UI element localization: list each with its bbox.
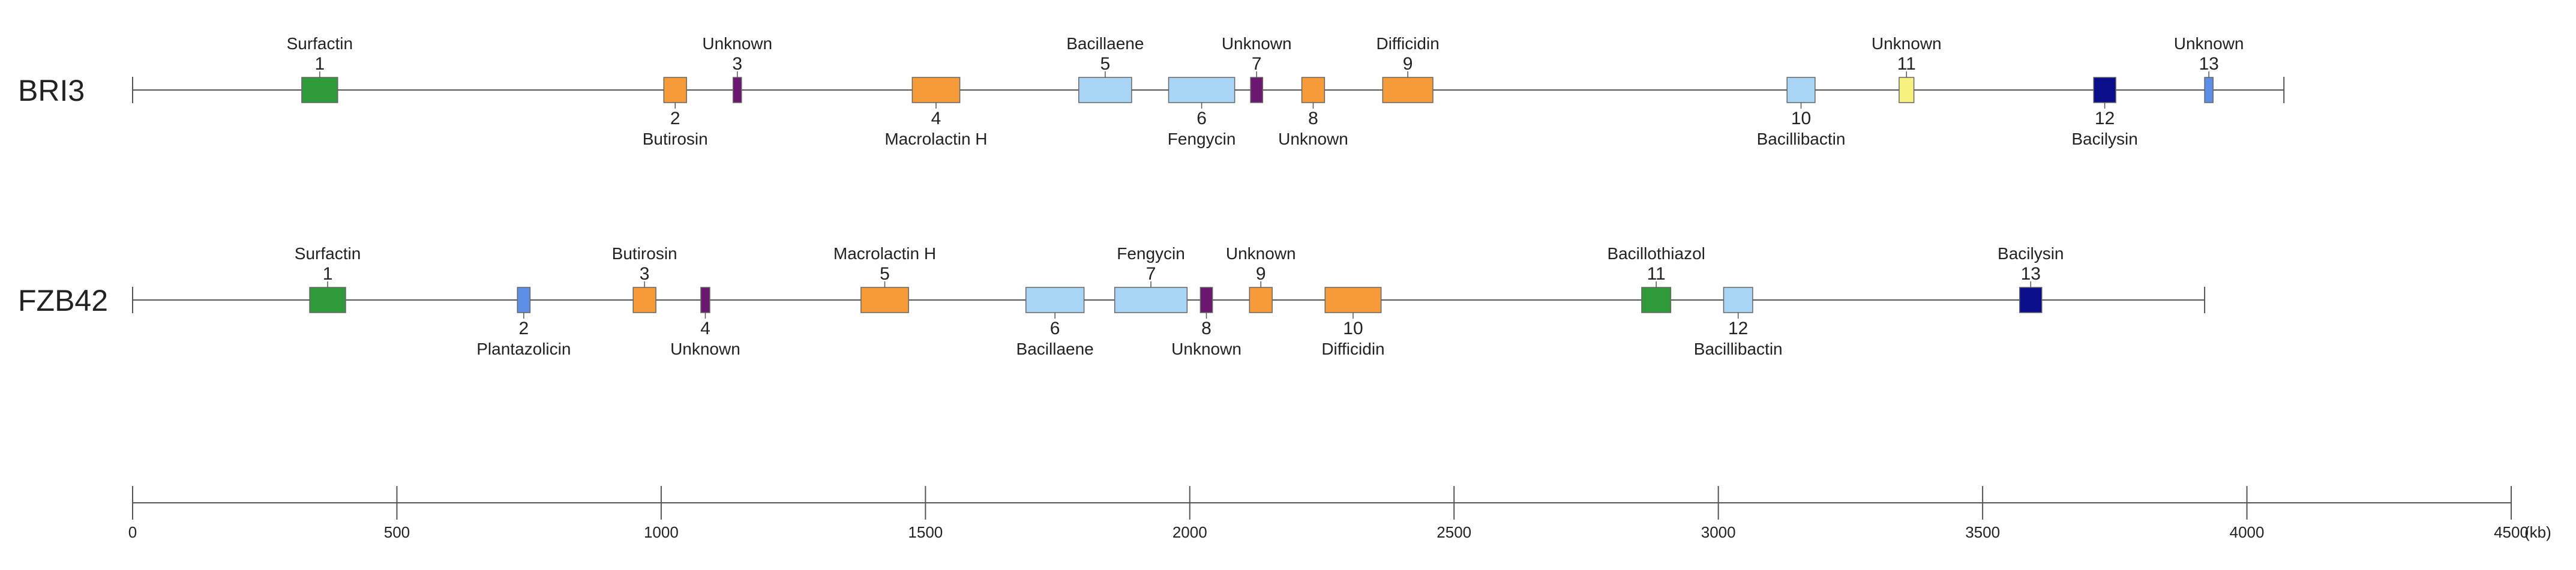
- cluster-box-fzb42-2: [517, 287, 531, 313]
- scale-tick-label-1500: 1500: [908, 523, 943, 541]
- cluster-box-fzb42-12: [1723, 287, 1753, 313]
- cluster-label-bri3-4: Macrolactin H: [884, 130, 987, 148]
- cluster-box-fzb42-4: [700, 287, 710, 313]
- cluster-label-fzb42-4: Unknown: [670, 340, 740, 358]
- cluster-box-bri3-11: [1899, 77, 1915, 103]
- cluster-label-bri3-8: Unknown: [1278, 130, 1348, 148]
- cluster-label-bri3-5: Bacillaene: [1066, 34, 1144, 53]
- cluster-label-bri3-2: Butirosin: [643, 130, 708, 148]
- cluster-number-fzb42-10: 10: [1343, 319, 1363, 338]
- cluster-box-bri3-6: [1168, 77, 1235, 103]
- scale-tick-label-3500: 3500: [1965, 523, 2000, 541]
- cluster-number-bri3-4: 4: [931, 109, 941, 128]
- cluster-label-fzb42-7: Fengycin: [1117, 244, 1185, 263]
- scale-unit: (kb): [2524, 523, 2551, 541]
- cluster-label-fzb42-3: Butirosin: [612, 244, 677, 263]
- cluster-number-fzb42-1: 1: [323, 264, 333, 284]
- cluster-box-fzb42-11: [1641, 287, 1672, 313]
- cluster-box-fzb42-10: [1324, 287, 1382, 313]
- cluster-label-fzb42-11: Bacillothiazol: [1607, 244, 1705, 263]
- cluster-number-fzb42-12: 12: [1728, 319, 1748, 338]
- cluster-label-bri3-6: Fengycin: [1168, 130, 1236, 148]
- cluster-box-fzb42-3: [632, 287, 656, 313]
- cluster-number-fzb42-8: 8: [1201, 319, 1211, 338]
- cluster-number-fzb42-13: 13: [2021, 264, 2041, 284]
- genome-name-fzb42: FZB42: [18, 284, 108, 317]
- cluster-box-fzb42-6: [1025, 287, 1085, 313]
- cluster-box-bri3-3: [732, 77, 742, 103]
- scale-tick-label-0: 0: [128, 523, 137, 541]
- scale-tick-label-4500: 4500: [2494, 523, 2529, 541]
- cluster-box-bri3-2: [663, 77, 687, 103]
- cluster-label-fzb42-9: Unknown: [1226, 244, 1296, 263]
- scale-tick-label-1000: 1000: [644, 523, 679, 541]
- cluster-box-bri3-1: [301, 77, 338, 103]
- cluster-box-bri3-13: [2204, 77, 2214, 103]
- cluster-number-fzb42-2: 2: [519, 319, 529, 338]
- cluster-number-bri3-5: 5: [1100, 54, 1110, 74]
- cluster-number-bri3-2: 2: [670, 109, 680, 128]
- scale-tick-label-2000: 2000: [1172, 523, 1207, 541]
- cluster-label-bri3-13: Unknown: [2174, 34, 2244, 53]
- cluster-number-fzb42-7: 7: [1146, 264, 1156, 284]
- cluster-label-bri3-7: Unknown: [1222, 34, 1292, 53]
- cluster-number-bri3-3: 3: [732, 54, 742, 74]
- cluster-label-fzb42-8: Unknown: [1171, 340, 1241, 358]
- cluster-number-fzb42-9: 9: [1256, 264, 1266, 284]
- cluster-label-bri3-3: Unknown: [702, 34, 772, 53]
- cluster-label-fzb42-1: Surfactin: [295, 244, 361, 263]
- cluster-box-fzb42-8: [1199, 287, 1213, 313]
- cluster-box-bri3-7: [1250, 77, 1264, 103]
- cluster-number-fzb42-5: 5: [880, 264, 890, 284]
- cluster-box-fzb42-5: [860, 287, 909, 313]
- cluster-box-bri3-12: [2093, 77, 2116, 103]
- cluster-box-fzb42-9: [1249, 287, 1273, 313]
- cluster-label-bri3-9: Difficidin: [1376, 34, 1439, 53]
- cluster-label-fzb42-2: Plantazolicin: [476, 340, 571, 358]
- cluster-number-bri3-7: 7: [1252, 54, 1262, 74]
- cluster-number-fzb42-6: 6: [1050, 319, 1060, 338]
- scale-tick-label-500: 500: [384, 523, 410, 541]
- cluster-box-fzb42-7: [1114, 287, 1188, 313]
- cluster-label-bri3-10: Bacillibactin: [1757, 130, 1846, 148]
- cluster-label-fzb42-6: Bacillaene: [1016, 340, 1094, 358]
- cluster-label-bri3-11: Unknown: [1872, 34, 1942, 53]
- cluster-box-bri3-5: [1078, 77, 1132, 103]
- scale-tick-label-3000: 3000: [1701, 523, 1736, 541]
- cluster-number-bri3-13: 13: [2199, 54, 2218, 74]
- cluster-box-bri3-4: [911, 77, 961, 103]
- cluster-box-fzb42-1: [309, 287, 346, 313]
- cluster-number-bri3-1: 1: [314, 54, 325, 74]
- cluster-number-fzb42-3: 3: [640, 264, 650, 284]
- cluster-number-bri3-9: 9: [1403, 54, 1413, 74]
- cluster-box-bri3-8: [1301, 77, 1326, 103]
- scale-tick-label-4000: 4000: [2230, 523, 2265, 541]
- cluster-number-fzb42-4: 4: [700, 319, 710, 338]
- cluster-number-bri3-8: 8: [1308, 109, 1318, 128]
- cluster-label-bri3-12: Bacilysin: [2071, 130, 2137, 148]
- cluster-number-bri3-11: 11: [1897, 54, 1916, 74]
- cluster-label-fzb42-12: Bacillibactin: [1694, 340, 1783, 358]
- cluster-label-fzb42-13: Bacilysin: [1998, 244, 2064, 263]
- cluster-number-bri3-10: 10: [1791, 109, 1811, 128]
- cluster-label-fzb42-10: Difficidin: [1321, 340, 1384, 358]
- cluster-box-bri3-10: [1786, 77, 1816, 103]
- cluster-number-bri3-6: 6: [1196, 109, 1207, 128]
- cluster-box-bri3-9: [1382, 77, 1434, 103]
- cluster-number-fzb42-11: 11: [1647, 264, 1666, 284]
- cluster-number-bri3-12: 12: [2095, 109, 2115, 128]
- cluster-label-bri3-1: Surfactin: [287, 34, 353, 53]
- genome-name-bri3: BRI3: [18, 74, 85, 107]
- scale-tick-label-2500: 2500: [1437, 523, 1471, 541]
- cluster-label-fzb42-5: Macrolactin H: [833, 244, 936, 263]
- cluster-box-fzb42-13: [2019, 287, 2043, 313]
